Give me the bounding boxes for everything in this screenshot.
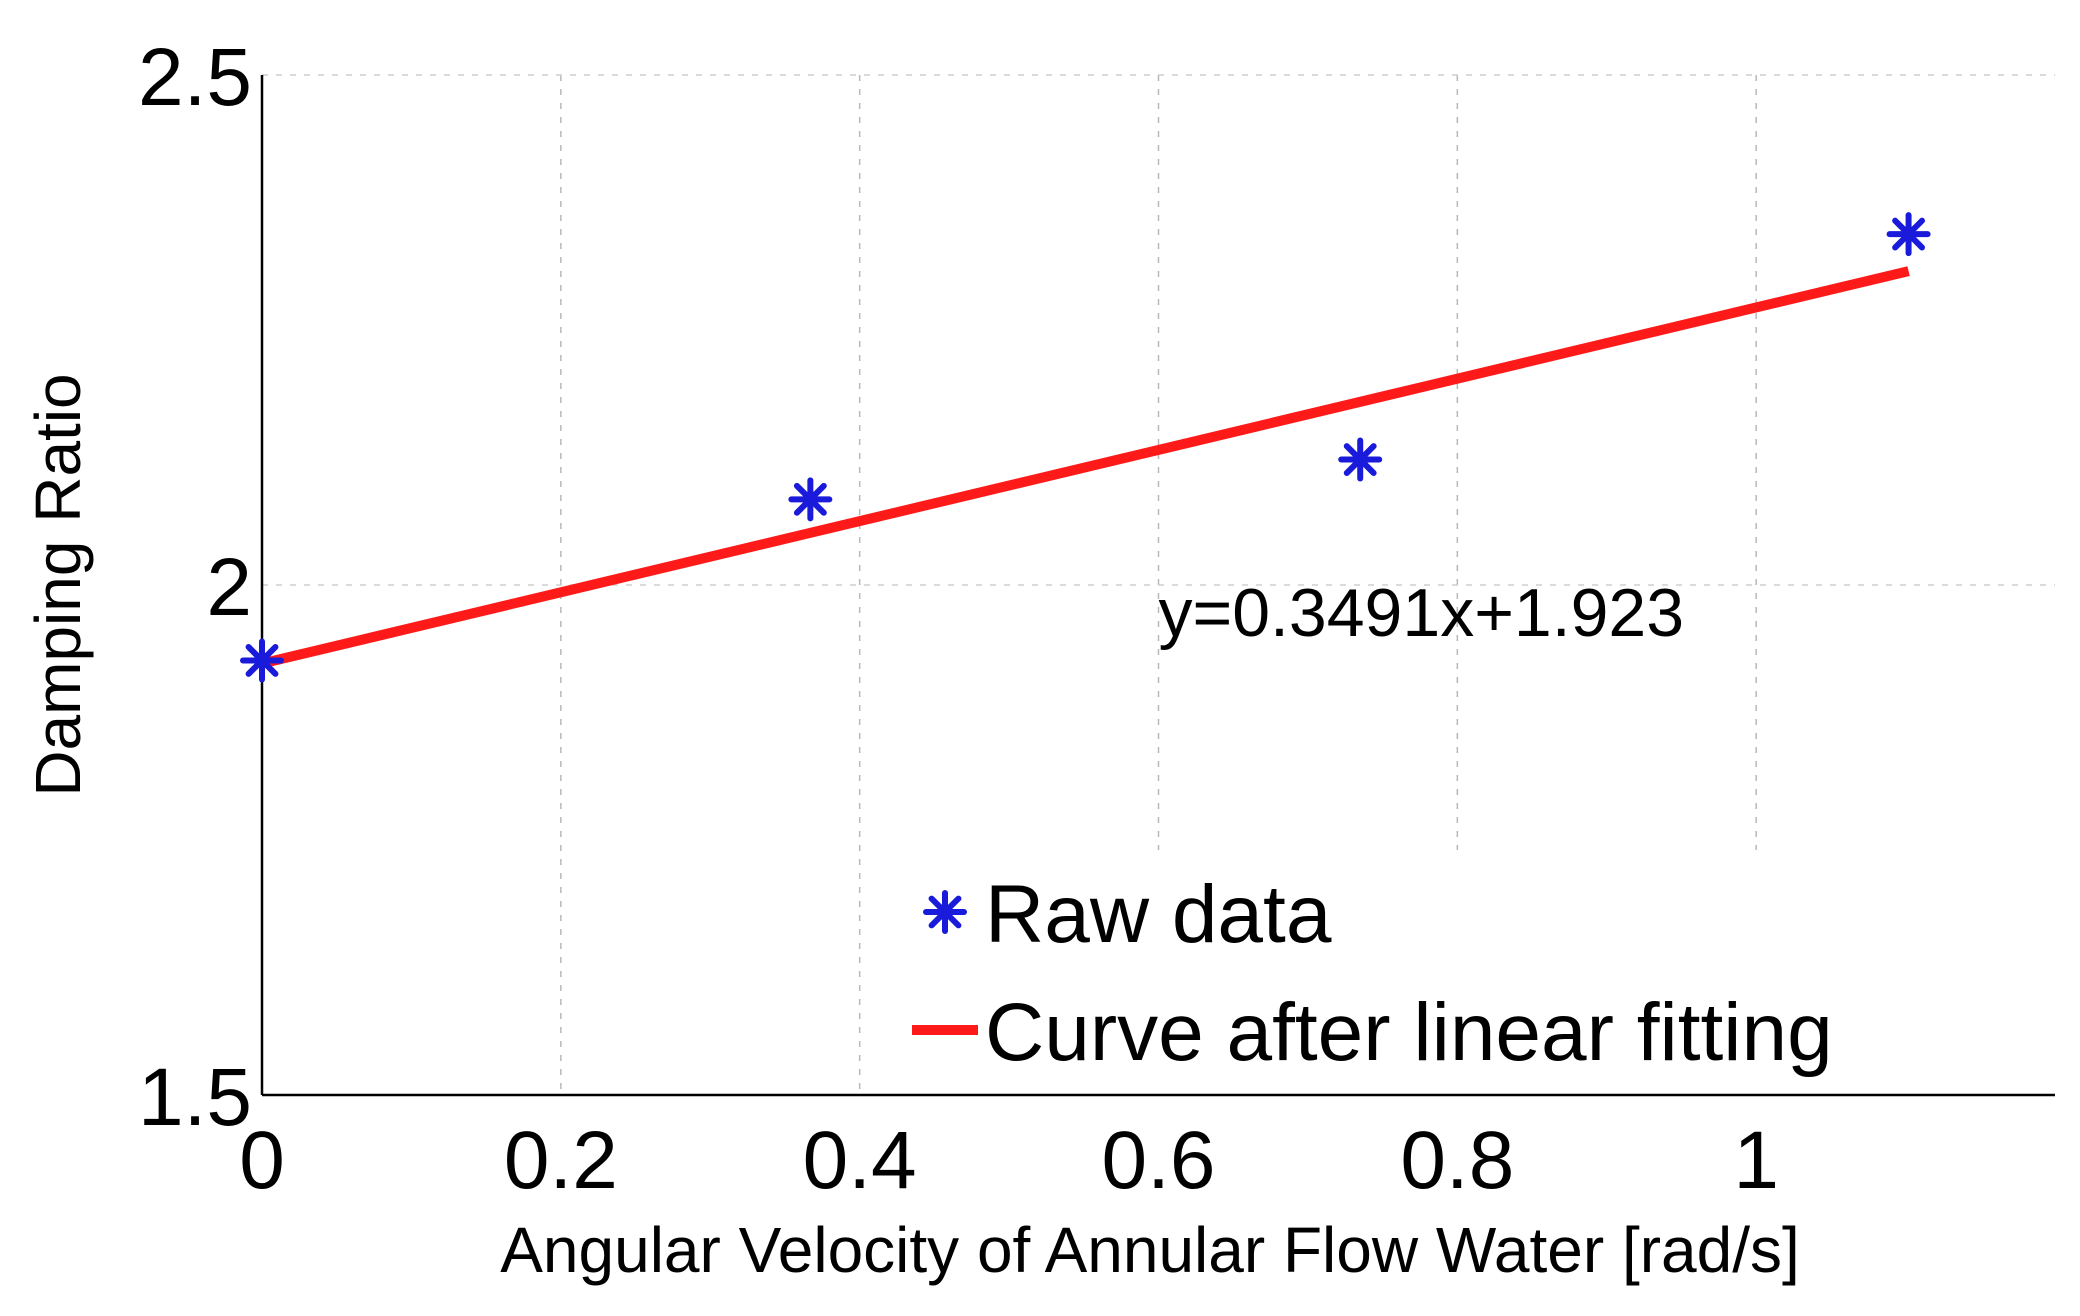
legend-fit-label: Curve after linear fitting bbox=[985, 987, 1833, 1078]
data-point bbox=[240, 638, 284, 683]
x-tick-label: 0.4 bbox=[803, 1115, 917, 1206]
data-point bbox=[1886, 212, 1931, 257]
x-tick-label: 0.6 bbox=[1102, 1115, 1216, 1206]
x-tick-label: 1 bbox=[1733, 1115, 1779, 1206]
fit-equation-annotation: y=0.3491x+1.923 bbox=[1159, 575, 1685, 651]
x-tick-label: 0 bbox=[239, 1115, 285, 1206]
legend-raw-data-label: Raw data bbox=[985, 869, 1332, 960]
y-tick-label: 2 bbox=[206, 542, 252, 633]
legend-raw-data-marker bbox=[923, 890, 967, 934]
y-tick-label: 1.5 bbox=[138, 1052, 252, 1143]
fit-line bbox=[260, 266, 1910, 669]
legend: Raw data Curve after linear fitting bbox=[905, 850, 2055, 1090]
legend-asterisk bbox=[923, 890, 967, 934]
data-point bbox=[788, 477, 833, 522]
x-tick-label: 0.8 bbox=[1400, 1115, 1514, 1206]
legend-box bbox=[905, 850, 2055, 1090]
x-tick-label: 0.2 bbox=[504, 1115, 618, 1206]
data-point bbox=[1338, 437, 1383, 482]
x-axis-label: Angular Velocity of Annular Flow Water [… bbox=[500, 1214, 1800, 1286]
y-axis-label: Damping Ratio bbox=[22, 373, 94, 796]
y-tick-label: 2.5 bbox=[138, 32, 252, 123]
